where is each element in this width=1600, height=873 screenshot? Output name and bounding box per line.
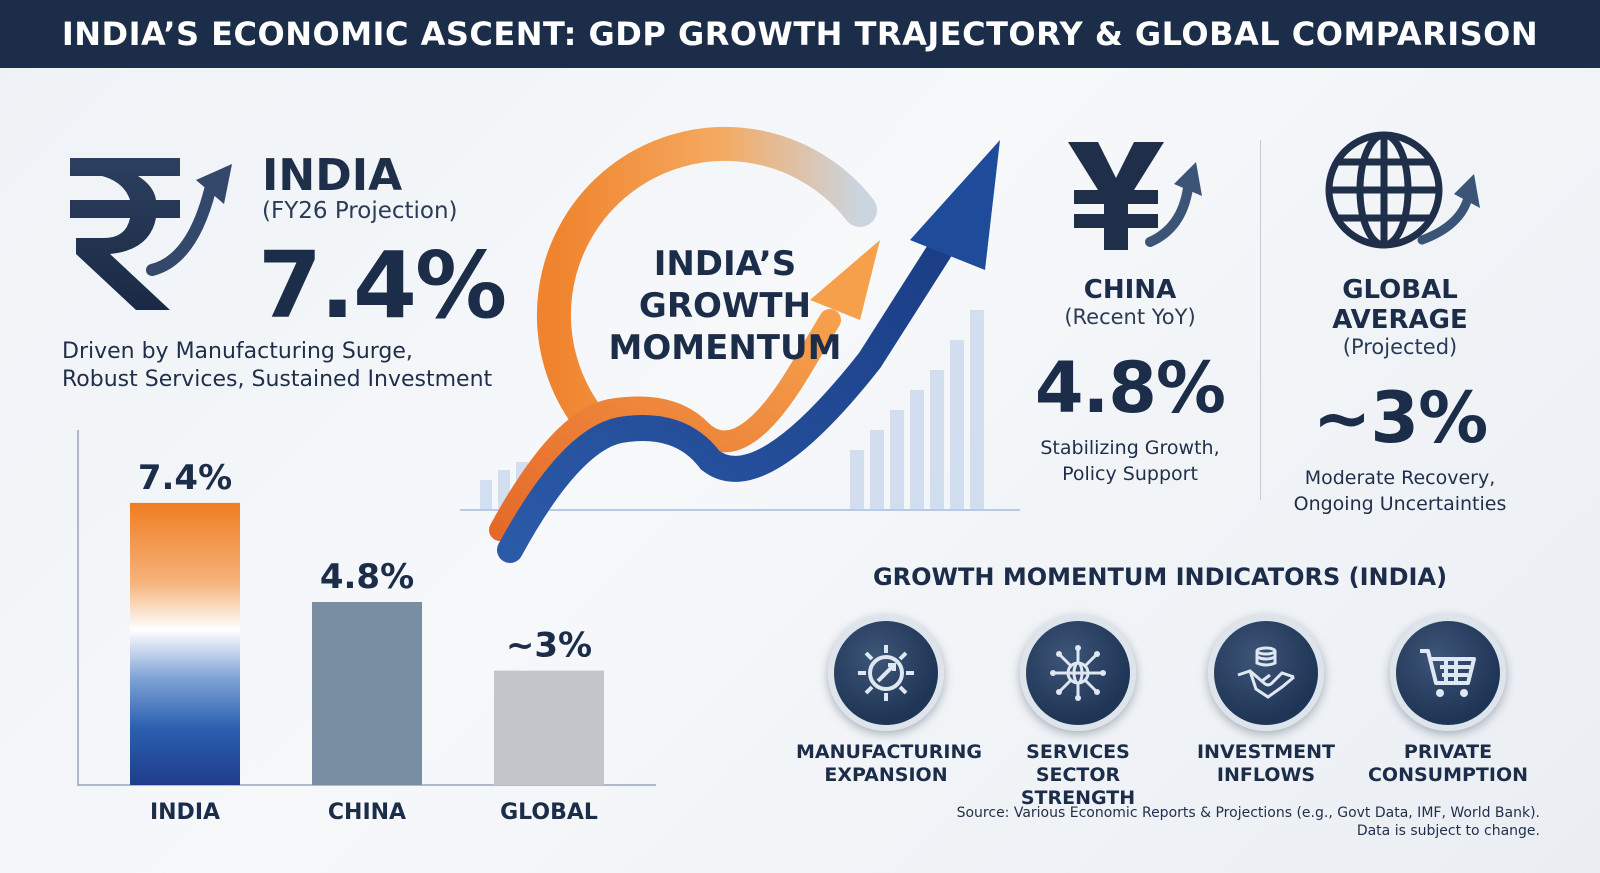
globe-growth-icon — [1325, 131, 1480, 249]
source-note: Source: Various Economic Reports & Proje… — [957, 804, 1540, 840]
rupee-growth-icon — [70, 158, 232, 310]
china-label: CHINA — [1083, 275, 1177, 305]
bar-global — [494, 670, 604, 785]
chart-axis — [77, 430, 656, 786]
indicator-label: INVESTMENT INFLOWS — [1176, 741, 1356, 787]
china-description: Stabilizing Growth, Policy Support — [1020, 435, 1240, 487]
center-title-line3: MOMENTUM — [608, 328, 842, 368]
india-description: Driven by Manufacturing Surge, Robust Se… — [62, 338, 522, 394]
china-desc-line1: Stabilizing Growth, — [1040, 437, 1220, 459]
indicator-label: SERVICES SECTOR STRENGTH — [988, 741, 1168, 810]
global-block: GLOBAL AVERAGE (Projected) ~3% Moderate … — [1270, 275, 1530, 517]
china-subtitle: (Recent YoY) — [1064, 305, 1196, 329]
indicator-circle — [1390, 615, 1506, 731]
india-subtitle: (FY26 Projection) — [262, 198, 458, 224]
global-value: ~3% — [1312, 377, 1489, 459]
bar-china — [312, 602, 422, 785]
stats-divider — [1260, 140, 1261, 500]
india-desc-line1: Driven by Manufacturing Surge, — [62, 339, 413, 364]
category-label: CHINA — [328, 800, 406, 825]
global-description: Moderate Recovery, Ongoing Uncertainties — [1270, 465, 1530, 517]
bar-value-label: ~3% — [506, 626, 592, 666]
indicator-label-line2: STRENGTH — [1020, 787, 1136, 809]
category-label: INDIA — [150, 800, 220, 825]
china-value: 4.8% — [1034, 347, 1226, 429]
growth-arrow-illustration — [460, 127, 1020, 563]
india-desc-line2: Robust Services, Sustained Investment — [62, 367, 493, 392]
network-globe-icon — [1050, 645, 1106, 701]
bar-value-label: 7.4% — [138, 458, 232, 498]
indicator-investment: INVESTMENT INFLOWS — [1176, 615, 1356, 787]
indicator-label-line1: SERVICES SECTOR — [1026, 741, 1130, 786]
source-line1: Source: Various Economic Reports & Proje… — [956, 805, 1540, 821]
indicator-label: PRIVATE CONSUMPTION — [1358, 741, 1538, 787]
indicator-services: SERVICES SECTOR STRENGTH — [988, 615, 1168, 810]
bar-india — [130, 502, 240, 785]
yuan-growth-icon — [1068, 142, 1202, 250]
shopping-cart-icon — [1420, 649, 1476, 697]
center-title: INDIA’S GROWTH MOMENTUM — [590, 243, 860, 369]
global-desc-line2: Ongoing Uncertainties — [1293, 493, 1507, 515]
india-label: INDIA — [262, 150, 403, 201]
indicator-circle — [1020, 615, 1136, 731]
bar-value-label: 4.8% — [320, 557, 414, 597]
indicator-label: MANUFACTURING EXPANSION — [796, 741, 982, 787]
global-label: GLOBAL AVERAGE — [1332, 275, 1468, 335]
china-desc-line2: Policy Support — [1062, 463, 1198, 485]
center-title-line1: INDIA’S — [653, 244, 797, 284]
gear-icon — [858, 645, 914, 701]
indicator-label-line1: INVESTMENT — [1196, 741, 1336, 763]
gdp-bar-chart: 7.4% INDIA 4.8% CHINA ~3% GLOBAL — [77, 430, 656, 825]
china-block: CHINA (Recent YoY) 4.8% Stabilizing Grow… — [1020, 275, 1240, 487]
page-title: INDIA’S ECONOMIC ASCENT: GDP GROWTH TRAJ… — [0, 0, 1600, 68]
indicator-manufacturing: MANUFACTURING EXPANSION — [796, 615, 982, 787]
center-title-line2: GROWTH — [638, 286, 812, 326]
indicator-label-line2: EXPANSION — [824, 764, 948, 786]
source-line2: Data is subject to change. — [1356, 823, 1540, 839]
global-desc-line1: Moderate Recovery, — [1304, 467, 1496, 489]
category-label: GLOBAL — [500, 800, 598, 825]
indicator-circle — [1208, 615, 1324, 731]
indicator-label-line2: INFLOWS — [1216, 764, 1316, 786]
indicator-circle — [828, 615, 944, 731]
indicator-consumption: PRIVATE CONSUMPTION — [1358, 615, 1538, 787]
indicator-label-line1: PRIVATE — [1403, 741, 1493, 763]
handshake-icon — [1237, 646, 1295, 699]
indicators-title: GROWTH MOMENTUM INDICATORS (INDIA) — [872, 563, 1448, 591]
india-value: 7.4% — [258, 232, 507, 339]
indicator-label-line2: CONSUMPTION — [1367, 764, 1529, 786]
global-subtitle: (Projected) — [1342, 335, 1458, 359]
indicator-label-line1: MANUFACTURING — [796, 741, 982, 763]
